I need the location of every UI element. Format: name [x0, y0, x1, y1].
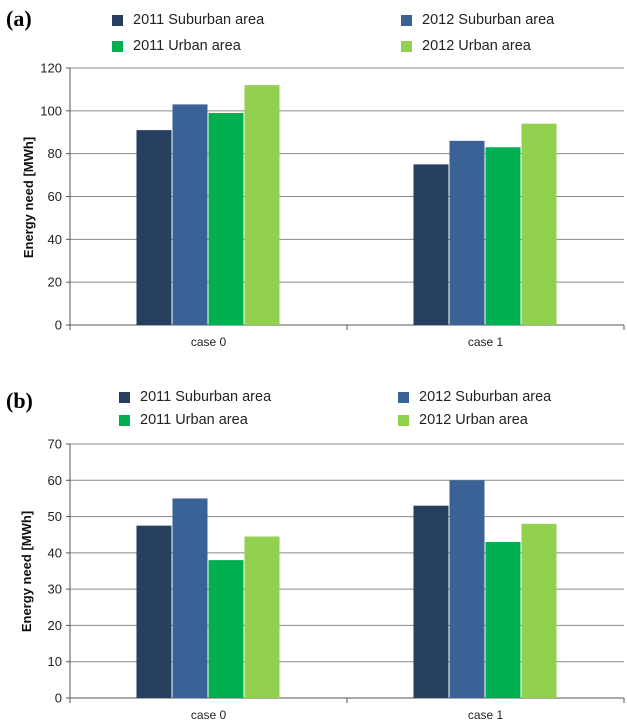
- legend-swatch: [401, 40, 412, 52]
- legend-item: 2011 Urban area: [119, 412, 248, 428]
- x-tick-label: case 1: [468, 335, 504, 349]
- legend-swatch: [401, 14, 412, 26]
- bar: [485, 541, 521, 698]
- legend-label: 2012 Suburban area: [422, 12, 555, 28]
- y-tick-label: 20: [48, 618, 62, 633]
- legend-swatch: [398, 391, 409, 403]
- legend-item: 2011 Suburban area: [119, 389, 271, 405]
- bar: [413, 164, 449, 325]
- bar: [521, 523, 557, 698]
- bar: [449, 480, 485, 698]
- bar: [244, 85, 280, 325]
- legend-item: 2012 Urban area: [401, 38, 531, 54]
- legend-item: 2012 Suburban area: [398, 389, 551, 405]
- legend-item: 2011 Suburban area: [112, 12, 264, 28]
- legend-item: 2011 Urban area: [112, 38, 241, 54]
- bar: [136, 130, 172, 325]
- y-tick-label: 60: [48, 189, 62, 204]
- chart-panel-b: (b) 2011 Suburban area 2012 Suburban are…: [0, 368, 627, 722]
- legend: 2011 Suburban area 2012 Suburban area 20…: [0, 0, 627, 60]
- panel-label: (b): [6, 388, 33, 413]
- legend-swatch: [112, 40, 123, 52]
- bar: [172, 498, 208, 698]
- y-tick-label: 20: [48, 275, 62, 290]
- bar: [413, 505, 449, 698]
- legend-swatch: [398, 414, 409, 426]
- legend-label: 2012 Suburban area: [419, 389, 552, 405]
- bar-chart: 0 10 20 30 40 50 60 70 case 0 case 1: [48, 437, 625, 722]
- bar: [208, 560, 244, 698]
- x-tick-label: case 1: [468, 708, 504, 722]
- legend-swatch: [119, 391, 130, 403]
- x-tick-label: case 0: [191, 335, 227, 349]
- y-tick-label: 50: [48, 509, 62, 524]
- bar: [136, 525, 172, 698]
- panel-label: (a): [6, 6, 32, 31]
- legend-label: 2011 Suburban area: [140, 389, 272, 405]
- bar: [172, 104, 208, 326]
- bar: [485, 147, 521, 325]
- y-tick-label: 70: [48, 437, 62, 452]
- bar-chart: 0 20 40 60 80 100 120 case 0 case 1: [40, 61, 625, 349]
- legend-swatch: [119, 414, 130, 426]
- bar: [208, 112, 244, 325]
- chart-panel-a: (a) 2011 Suburban area 2012 Suburban are…: [0, 0, 627, 360]
- y-tick-label: 10: [48, 654, 62, 669]
- x-tick-label: case 0: [191, 708, 227, 722]
- y-tick-label: 0: [55, 318, 62, 333]
- legend-item: 2012 Urban area: [398, 412, 528, 428]
- y-tick-label: 80: [48, 146, 62, 161]
- bar: [449, 140, 485, 325]
- y-tick-label: 120: [40, 61, 62, 76]
- legend: 2011 Suburban area 2012 Suburban area 20…: [0, 368, 627, 428]
- y-tick-label: 40: [48, 545, 62, 560]
- legend-label: 2011 Urban area: [140, 412, 248, 428]
- legend-item: 2012 Suburban area: [401, 12, 554, 28]
- y-tick-label: 30: [48, 582, 62, 597]
- legend-label: 2012 Urban area: [422, 38, 531, 54]
- y-tick-label: 60: [48, 473, 62, 488]
- bar: [244, 536, 280, 698]
- y-tick-label: 100: [40, 103, 62, 118]
- legend-label: 2012 Urban area: [419, 412, 528, 428]
- legend-label: 2011 Urban area: [133, 38, 241, 54]
- legend-label: 2011 Suburban area: [133, 12, 265, 28]
- y-tick-label: 40: [48, 232, 62, 247]
- y-tick-label: 0: [55, 691, 62, 706]
- bar: [521, 123, 557, 325]
- legend-swatch: [112, 14, 123, 26]
